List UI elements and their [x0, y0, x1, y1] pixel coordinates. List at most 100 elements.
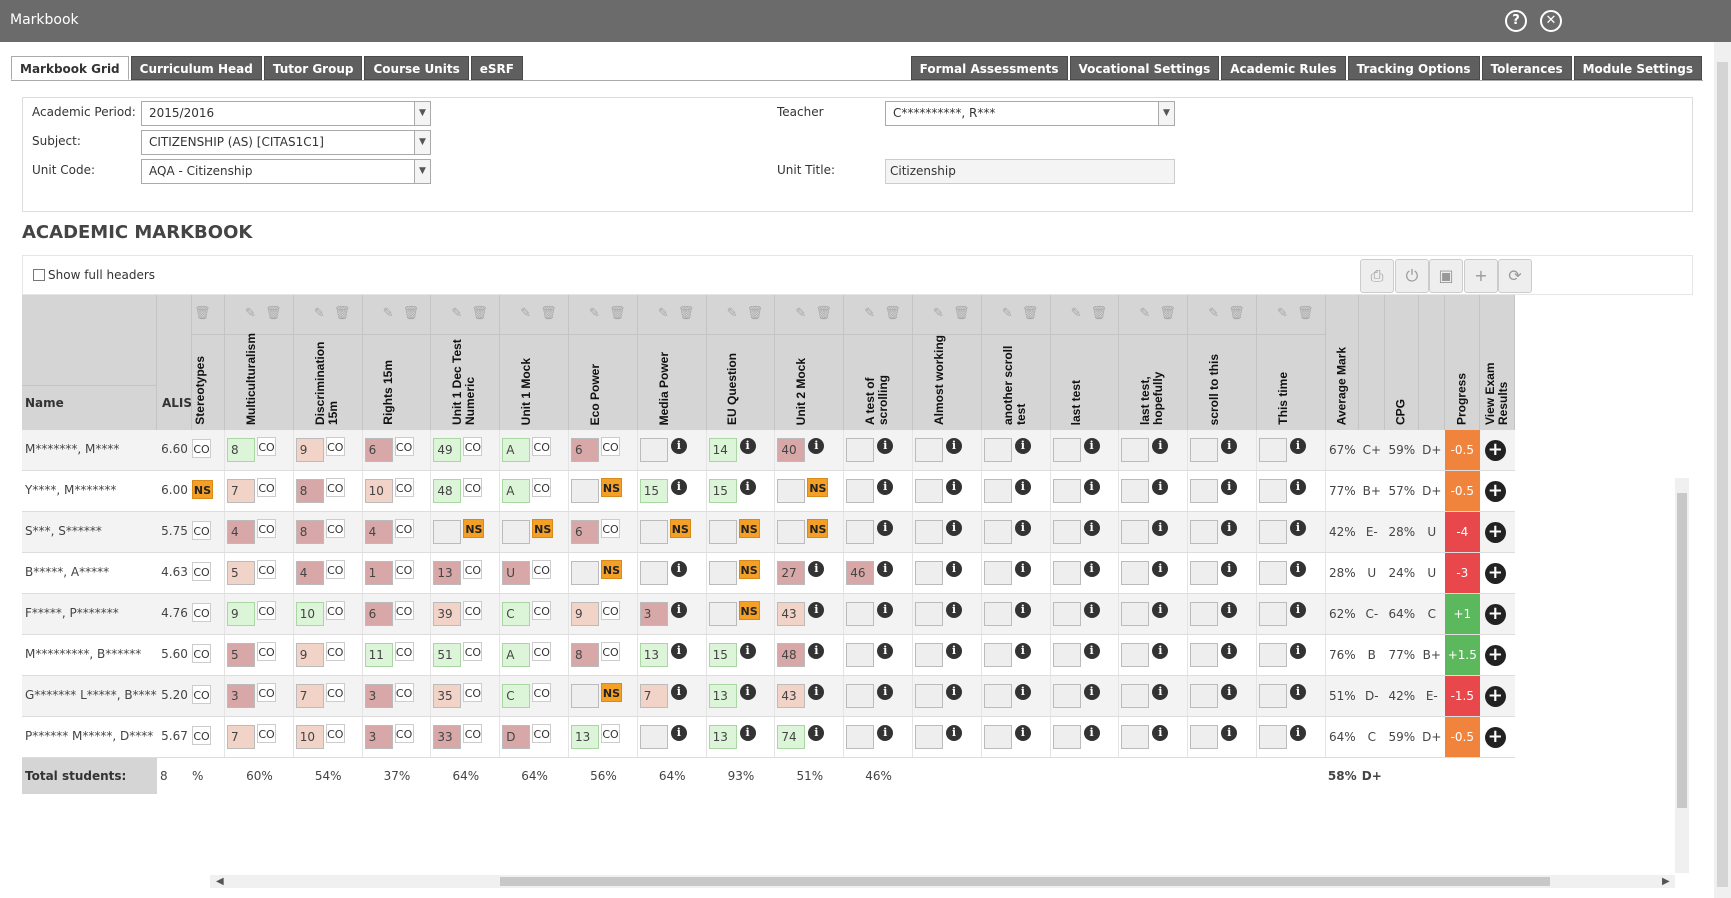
- mark-input[interactable]: [1190, 643, 1219, 667]
- mark-input[interactable]: 4: [295, 561, 324, 585]
- column-header[interactable]: ✎ 🗑 scroll to this: [1188, 295, 1257, 430]
- info-icon[interactable]: i: [946, 438, 962, 454]
- pencil-icon[interactable]: ✎: [520, 306, 532, 321]
- info-icon[interactable]: i: [1083, 684, 1100, 700]
- co-badge[interactable]: CO: [325, 601, 345, 620]
- co-badge[interactable]: CO: [463, 724, 483, 743]
- mark-input[interactable]: [1259, 479, 1287, 503]
- co-badge[interactable]: CO: [463, 437, 483, 456]
- mark-input[interactable]: [571, 561, 599, 585]
- co-badge[interactable]: CO: [257, 601, 276, 620]
- mark-input[interactable]: 8: [295, 520, 324, 544]
- co-badge[interactable]: CO: [192, 521, 211, 540]
- mark-input[interactable]: 13: [433, 561, 462, 585]
- info-icon[interactable]: i: [1221, 725, 1238, 741]
- info-icon[interactable]: i: [946, 684, 962, 700]
- mark-input[interactable]: 5: [227, 643, 255, 667]
- co-badge[interactable]: CO: [532, 724, 552, 743]
- mark-input[interactable]: [777, 520, 806, 544]
- mark-input[interactable]: [1190, 438, 1219, 462]
- info-icon[interactable]: i: [1014, 479, 1031, 495]
- mark-input[interactable]: 14: [708, 438, 737, 462]
- mark-input[interactable]: [1121, 602, 1150, 626]
- mark-input[interactable]: 10: [364, 479, 393, 503]
- mark-input[interactable]: [1121, 479, 1150, 503]
- mark-input[interactable]: 15: [708, 479, 737, 503]
- info-icon[interactable]: i: [670, 725, 687, 741]
- ns-badge[interactable]: NS: [601, 683, 622, 702]
- info-icon[interactable]: i: [1221, 643, 1238, 659]
- mark-input[interactable]: [915, 643, 943, 667]
- co-badge[interactable]: CO: [394, 519, 414, 538]
- mark-input[interactable]: [915, 479, 943, 503]
- mark-input[interactable]: [915, 438, 943, 462]
- student-name[interactable]: P****** M*****, D****: [25, 729, 154, 743]
- info-icon[interactable]: i: [1221, 479, 1238, 495]
- pencil-icon[interactable]: ✎: [382, 306, 394, 321]
- ns-badge[interactable]: NS: [192, 480, 213, 499]
- co-badge[interactable]: CO: [257, 560, 276, 579]
- mark-input[interactable]: [983, 520, 1012, 544]
- info-icon[interactable]: i: [1221, 602, 1238, 618]
- student-name[interactable]: F*****, P*******: [25, 606, 119, 620]
- co-badge[interactable]: CO: [192, 603, 211, 622]
- mark-input[interactable]: [983, 479, 1012, 503]
- co-badge[interactable]: CO: [463, 601, 483, 620]
- info-icon[interactable]: i: [670, 561, 687, 577]
- info-icon[interactable]: i: [1152, 520, 1169, 536]
- mark-input[interactable]: A: [502, 479, 531, 503]
- co-badge[interactable]: CO: [532, 560, 552, 579]
- info-icon[interactable]: i: [877, 479, 894, 495]
- mark-input[interactable]: [1121, 438, 1150, 462]
- column-header[interactable]: ✎ 🗑 Rights 15m: [362, 295, 432, 430]
- co-badge[interactable]: CO: [257, 642, 276, 661]
- co-badge[interactable]: CO: [394, 642, 414, 661]
- pencil-icon[interactable]: ✎: [1277, 306, 1288, 321]
- subject-select[interactable]: CITIZENSHIP (AS) [CITAS1C1] ▼: [141, 130, 431, 155]
- mark-input[interactable]: 13: [708, 725, 737, 749]
- co-badge[interactable]: CO: [532, 601, 552, 620]
- mark-input[interactable]: 13: [571, 725, 599, 749]
- student-name[interactable]: B*****, A*****: [25, 565, 110, 579]
- info-icon[interactable]: i: [1083, 561, 1100, 577]
- info-icon[interactable]: i: [1290, 602, 1306, 618]
- mark-input[interactable]: [915, 520, 943, 544]
- mark-input[interactable]: 9: [571, 602, 599, 626]
- mark-input[interactable]: 8: [295, 479, 324, 503]
- info-icon[interactable]: i: [808, 438, 825, 454]
- mark-input[interactable]: 6: [571, 520, 599, 544]
- column-header[interactable]: ✎ 🗑 Unit 1 Mock: [500, 295, 569, 430]
- mark-input[interactable]: [1052, 438, 1081, 462]
- scroll-right-icon[interactable]: ▶: [1662, 876, 1670, 887]
- co-badge[interactable]: CO: [325, 724, 345, 743]
- column-header[interactable]: ✎ 🗑 last test: [1050, 295, 1120, 430]
- pencil-icon[interactable]: ✎: [726, 306, 738, 321]
- co-badge[interactable]: CO: [192, 644, 211, 663]
- pencil-icon[interactable]: ✎: [795, 306, 807, 321]
- mark-input[interactable]: 6: [364, 438, 393, 462]
- co-badge[interactable]: CO: [601, 724, 620, 743]
- co-badge[interactable]: CO: [601, 642, 620, 661]
- trash-icon[interactable]: 🗑: [1090, 306, 1108, 321]
- co-badge[interactable]: CO: [601, 519, 620, 538]
- mark-input[interactable]: [846, 643, 875, 667]
- co-badge[interactable]: CO: [532, 437, 552, 456]
- column-header[interactable]: ✎ 🗑 Unit 2 Mock: [775, 295, 845, 430]
- info-icon[interactable]: i: [1290, 561, 1306, 577]
- mark-input[interactable]: [708, 602, 737, 626]
- co-badge[interactable]: CO: [257, 724, 276, 743]
- info-icon[interactable]: i: [1014, 602, 1031, 618]
- mark-input[interactable]: [1190, 725, 1219, 749]
- mark-input[interactable]: [983, 602, 1012, 626]
- mark-input[interactable]: [846, 684, 875, 708]
- view-results-plus-icon[interactable]: +: [1484, 522, 1506, 543]
- mark-input[interactable]: [639, 438, 668, 462]
- horizontal-scrollbar[interactable]: [210, 875, 1675, 888]
- info-icon[interactable]: i: [1221, 561, 1238, 577]
- mark-input[interactable]: [915, 684, 943, 708]
- tab-esrf[interactable]: eSRF: [470, 56, 523, 80]
- vertical-scrollbar[interactable]: [1675, 478, 1689, 873]
- pencil-icon[interactable]: ✎: [1001, 306, 1013, 321]
- mark-input[interactable]: [1190, 520, 1219, 544]
- tab-course-units[interactable]: Course Units: [364, 56, 469, 80]
